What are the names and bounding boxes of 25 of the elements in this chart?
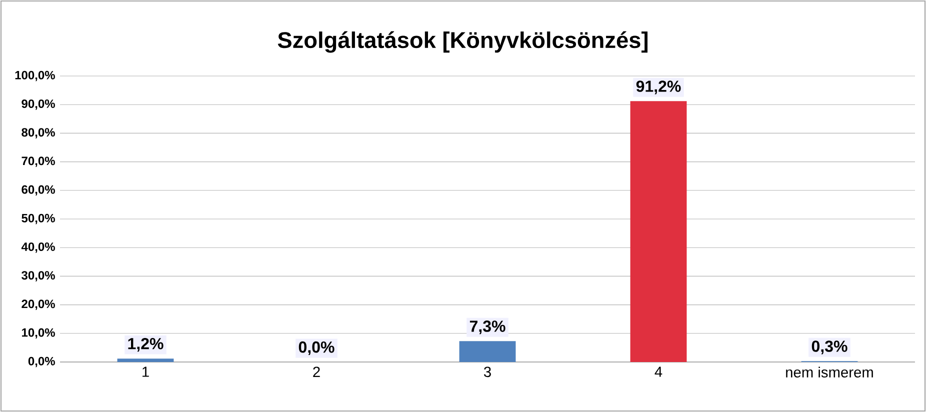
y-tick-label: 20,0%	[22, 300, 55, 310]
data-label: 1,2%	[128, 338, 164, 352]
x-tick-label: 1	[142, 366, 149, 377]
bar	[117, 358, 174, 362]
y-tick-label: 50,0%	[22, 214, 55, 224]
data-label: 7,3%	[470, 320, 506, 334]
data-label: 91,2%	[636, 80, 681, 94]
y-tick-label: 90,0%	[22, 99, 55, 110]
x-tick-label: 4	[654, 366, 662, 377]
y-tick-label: 40,0%	[21, 242, 55, 253]
y-tick-label: 30,0%	[22, 271, 55, 282]
y-tick-label: 0,0%	[28, 356, 55, 368]
y-tick-label: 100,0%	[15, 70, 55, 82]
y-tick-label: 60,0%	[22, 185, 55, 196]
x-tick-label: 3	[484, 366, 491, 378]
x-tick-label: 2	[313, 366, 320, 377]
chart-title: Szolgáltatások [Könyvkölcsönzés]	[278, 31, 648, 53]
y-tick-label: 10,0%	[22, 328, 55, 339]
data-label: 0,0%	[298, 341, 334, 356]
y-tick-label: 70,0%	[22, 156, 55, 167]
data-label: 0,3%	[812, 340, 848, 354]
bar	[459, 341, 516, 362]
bar	[630, 101, 687, 362]
x-tick-label: nem ismerem	[786, 366, 873, 378]
y-tick-label: 80,0%	[22, 128, 55, 138]
